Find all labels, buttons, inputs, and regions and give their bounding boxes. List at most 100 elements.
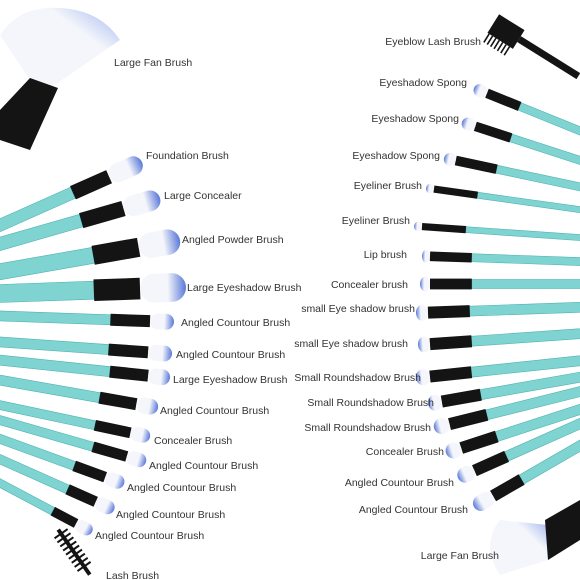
right-brush-bristles — [427, 394, 442, 411]
right-brush-bristles — [473, 83, 488, 98]
right-brush-11 — [433, 380, 580, 435]
right-brush-ferrule — [440, 388, 482, 408]
right-brush-4 — [413, 221, 580, 244]
left-brush-bristles — [95, 497, 115, 515]
left-brush-bristles — [130, 427, 151, 443]
right-brush-14 — [472, 427, 580, 511]
right-brush-6 — [420, 276, 580, 292]
right-brush-ferrule — [459, 430, 499, 454]
right-fan-brush — [490, 500, 580, 575]
left-brush-ferrule — [91, 441, 129, 462]
left-brush-bristles — [140, 273, 187, 303]
right-brush-ferrule — [454, 155, 498, 174]
left-brush-bristles — [138, 229, 181, 258]
right-brush-bristles — [445, 442, 462, 459]
label-left-angled-countour-brush-3: Angled Countour Brush — [160, 405, 270, 417]
right-brush-1 — [461, 117, 580, 179]
right-brush-bristles — [415, 304, 428, 321]
left-brush-bristles — [104, 472, 125, 489]
label-right-large-fan-brush: Large Fan Brush — [420, 550, 499, 562]
right-brush-bristles — [461, 117, 476, 131]
left-brush-handle — [0, 354, 111, 377]
right-comb-brush — [483, 14, 580, 80]
left-brush-ferrule — [108, 343, 149, 359]
left-brush-7 — [0, 373, 159, 415]
fan-ferrule — [545, 500, 580, 560]
label-right-lip-brush: Lip brush — [363, 249, 407, 261]
fan-ferrule — [0, 78, 58, 150]
label-right-eyeliner-brush-2: Eyeliner Brush — [341, 215, 410, 227]
left-brush-ferrule — [98, 391, 138, 411]
right-brush-ferrule — [429, 335, 473, 351]
label-left-large-eyeshadow-brush-2: Large Eyeshadow Brush — [173, 374, 288, 386]
right-brush-handle — [470, 352, 580, 378]
left-brush-0 — [0, 156, 143, 242]
left-brush-ferrule — [65, 484, 98, 507]
label-right-angled-countour-brush-2: Angled Countour Brush — [358, 504, 468, 516]
right-brush-handle — [471, 279, 580, 289]
left-fan-brush — [0, 7, 120, 150]
fan-bristles — [490, 520, 548, 575]
left-brush-10 — [0, 428, 125, 489]
label-left-large-eyeshadow-brush: Large Eyeshadow Brush — [187, 282, 302, 294]
comb-head — [487, 14, 525, 49]
left-brush-ferrule — [109, 365, 149, 382]
label-left-angled-countour-brush-4: Angled Countour Brush — [149, 460, 259, 472]
left-brush-12 — [0, 471, 93, 536]
left-brush-handle — [0, 373, 101, 403]
right-brush-7 — [415, 301, 580, 321]
right-brush-ferrule — [473, 121, 513, 143]
left-brush-9 — [0, 413, 147, 468]
left-brush-handle — [0, 247, 95, 285]
left-brush-handle — [0, 310, 111, 326]
left-brush-handle — [0, 336, 110, 355]
left-brush-bristles — [136, 397, 159, 415]
left-brush-ferrule — [110, 313, 151, 328]
right-brush-handle — [465, 226, 580, 244]
left-brush-3 — [0, 273, 187, 304]
label-left-large-fan-brush: Large Fan Brush — [114, 57, 193, 69]
left-brush-ferrule — [70, 170, 113, 200]
right-brush-2 — [443, 152, 580, 202]
left-brush-ferrule — [91, 237, 141, 265]
left-brush-bristles — [148, 344, 173, 362]
left-brush-5 — [0, 336, 173, 362]
left-brush-handle — [0, 448, 70, 494]
right-brush-ferrule — [433, 185, 478, 199]
right-brush-bristles — [433, 418, 450, 435]
left-brush-bristles — [126, 451, 147, 468]
label-left-angled-countour-brush-6: Angled Countour Brush — [116, 509, 226, 521]
label-left-angled-countour-brush-7: Angled Countour Brush — [95, 530, 205, 542]
right-brush-ferrule — [427, 305, 470, 319]
label-left-angled-countour-brush-1: Angled Countour Brush — [181, 317, 291, 329]
left-brush-ferrule — [93, 277, 141, 302]
comb-handle — [517, 36, 580, 80]
label-left-angled-countour-brush-2: Angled Countour Brush — [176, 349, 286, 361]
label-right-concealer-brush: Concealer brush — [330, 279, 408, 291]
left-brush-4 — [0, 310, 175, 330]
right-brush-12 — [445, 395, 580, 459]
right-brush-handle — [471, 253, 580, 267]
right-brush-9 — [415, 352, 580, 386]
left-brush-handle — [0, 428, 77, 471]
label-left-angled-countour-brush-5: Angled Countour Brush — [127, 482, 237, 494]
label-right-eyeblow-lash-brush: Eyeblow Lash Brush — [385, 36, 481, 48]
right-brush-3 — [425, 183, 580, 220]
label-left-lash-brush: Lash Brush — [106, 570, 160, 580]
fan-bristles — [0, 7, 120, 95]
right-brush-handle — [470, 326, 580, 347]
right-brush-handle — [469, 301, 580, 317]
left-brush-bristles — [123, 190, 161, 217]
right-brush-bristles — [425, 183, 434, 194]
left-brush-ferrule — [72, 460, 108, 483]
right-brush-10 — [427, 367, 580, 411]
label-right-eyeshadow-spong-1: Eyeshadow Spong — [379, 77, 467, 89]
left-brush-11 — [0, 448, 115, 515]
label-right-eyeliner-brush-1: Eyeliner Brush — [353, 180, 422, 192]
right-brush-ferrule — [421, 222, 467, 234]
right-brush-ferrule — [430, 278, 472, 290]
right-brush-ferrule — [429, 251, 472, 263]
label-left-large-concealer: Large Concealer — [164, 190, 242, 202]
left-brush-bristles — [148, 368, 171, 386]
